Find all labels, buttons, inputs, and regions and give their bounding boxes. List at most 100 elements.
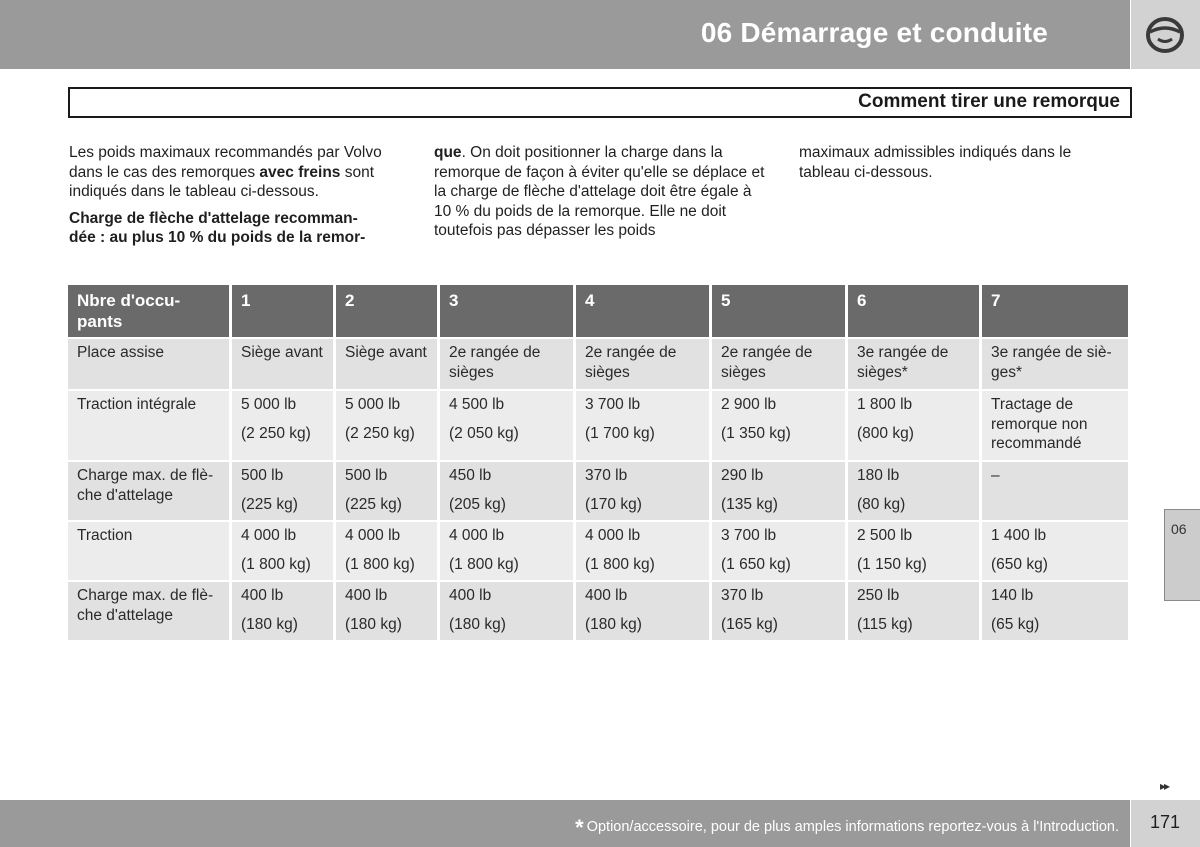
table-cell: Siège avant	[336, 339, 437, 389]
value-kg: (180 kg)	[241, 615, 298, 633]
table-cell: 370 lb (165 kg)	[712, 582, 845, 640]
chapter-side-tab[interactable]: 06	[1164, 509, 1200, 601]
column-header: Nbre d'occu- pants	[68, 285, 229, 337]
row-label: Place assise	[68, 339, 229, 389]
intro-paragraph: maximaux admissibles indiqués dans le ta…	[799, 144, 1072, 181]
intro-paragraph: Les poids maximaux recommandés par Volvo…	[69, 143, 414, 202]
footnote-star: *	[575, 815, 584, 840]
towing-weights-table: Nbre d'occu- pants 1 2 3 4 5 6 7 Place a…	[65, 283, 1131, 642]
not-recommended-text: Tractage de remorque non recommandé	[991, 396, 1088, 452]
value-lb: 3 700 lb	[721, 527, 777, 544]
value-kg: (165 kg)	[721, 615, 778, 633]
table-cell: 2 500 lb (1 150 kg)	[848, 522, 979, 580]
value-lb: 400 lb	[345, 587, 388, 604]
table-cell: 5 000 lb (2 250 kg)	[336, 391, 437, 460]
table-cell: 4 000 lb (1 800 kg)	[440, 522, 573, 580]
column-header: 6	[848, 285, 979, 337]
value-kg: (650 kg)	[991, 555, 1048, 573]
value-kg: (170 kg)	[585, 495, 642, 513]
value-kg: (1 150 kg)	[857, 555, 927, 573]
value-lb: 370 lb	[721, 587, 764, 604]
table-cell: 4 000 lb (1 800 kg)	[232, 522, 333, 580]
column-header: 5	[712, 285, 845, 337]
table-row: Traction intégrale 5 000 lb (2 250 kg) 5 …	[68, 391, 1128, 460]
intro-bold-text: que	[434, 144, 462, 161]
column-header: 2	[336, 285, 437, 337]
page-number-box: 171	[1131, 800, 1200, 847]
value-kg: (1 800 kg)	[449, 555, 519, 573]
section-title: Comment tirer une remorque	[858, 91, 1120, 112]
value-lb: 180 lb	[857, 467, 900, 484]
value-kg: (800 kg)	[857, 424, 914, 442]
value-kg: (115 kg)	[857, 615, 913, 633]
table-cell: 400 lb (180 kg)	[232, 582, 333, 640]
table-cell: 400 lb (180 kg)	[440, 582, 573, 640]
table-cell: 2e rangée de sièges	[576, 339, 709, 389]
value-lb: 500 lb	[345, 467, 388, 484]
intro-column-1: Les poids maximaux recommandés par Volvo…	[69, 143, 414, 255]
intro-text: Les poids maximaux recommandés par Volvo…	[69, 144, 382, 181]
row-label: Traction intégrale	[68, 391, 229, 460]
value-lb: 140 lb	[991, 587, 1034, 604]
table-cell: 2 900 lb (1 350 kg)	[712, 391, 845, 460]
value-kg: (1 700 kg)	[585, 424, 655, 442]
value-lb: 2 500 lb	[857, 527, 913, 544]
intro-bold-text: avec freins	[259, 163, 341, 181]
table-cell: 4 000 lb (1 800 kg)	[336, 522, 437, 580]
value-lb: 2 900 lb	[721, 396, 777, 413]
value-kg: (225 kg)	[345, 495, 402, 513]
value-lb: 5 000 lb	[241, 396, 297, 413]
table-cell: 2e rangée de sièges	[712, 339, 845, 389]
table-cell: 4 500 lb (2 050 kg)	[440, 391, 573, 460]
value-lb: 370 lb	[585, 467, 628, 484]
value-kg: (180 kg)	[345, 615, 402, 633]
value-lb: 4 000 lb	[241, 527, 297, 544]
row-label: Traction	[68, 522, 229, 580]
table-cell: 3 700 lb (1 650 kg)	[712, 522, 845, 580]
intro-text: sont indiqués dans le tableau ci-dessous…	[69, 163, 375, 201]
table-cell: 370 lb (170 kg)	[576, 462, 709, 520]
value-kg: (225 kg)	[241, 495, 298, 513]
table-cell: –	[982, 462, 1128, 520]
value-kg: (1 350 kg)	[721, 424, 791, 442]
table-row: Place assise Siège avant Siège avant 2e …	[68, 339, 1128, 389]
steering-wheel-icon	[1146, 17, 1184, 53]
footnote: * Option/accessoire, pour de plus amples …	[575, 815, 1119, 841]
chapter-header-bar: 06 Démarrage et conduite	[0, 0, 1130, 69]
table-row: Charge max. de flè- che d'attelage 400 l…	[68, 582, 1128, 640]
value-kg: (2 250 kg)	[241, 424, 311, 442]
footer-bar: * Option/accessoire, pour de plus amples …	[0, 800, 1130, 847]
intro-paragraph: que. On doit positionner la charge dans …	[434, 143, 769, 241]
table-cell: 3 700 lb (1 700 kg)	[576, 391, 709, 460]
value-kg: (180 kg)	[585, 615, 642, 633]
footnote-text: Option/accessoire, pour de plus amples i…	[586, 819, 1119, 835]
table-cell: 450 lb (205 kg)	[440, 462, 573, 520]
value-lb: 3 700 lb	[585, 396, 641, 413]
value-kg: (80 kg)	[857, 495, 906, 513]
table-cell: 500 lb (225 kg)	[336, 462, 437, 520]
table-cell: 1 400 lb (650 kg)	[982, 522, 1128, 580]
value-lb: 400 lb	[585, 587, 628, 604]
chapter-title: 06 Démarrage et conduite	[700, 17, 1048, 48]
table-cell: Siège avant	[232, 339, 333, 389]
table-cell: 250 lb (115 kg)	[848, 582, 979, 640]
intro-column-3: maximaux admissibles indiqués dans le ta…	[799, 143, 1144, 189]
value-kg: (1 650 kg)	[721, 555, 791, 573]
table-cell: 2e rangée de sièges	[440, 339, 573, 389]
table-cell: 140 lb (65 kg)	[982, 582, 1128, 640]
value-kg: (1 800 kg)	[585, 555, 655, 573]
value-kg: (1 800 kg)	[345, 555, 415, 573]
value-lb: 4 500 lb	[449, 396, 505, 413]
value-dash: –	[991, 467, 1000, 484]
section-header: Comment tirer une remorque	[68, 87, 1132, 118]
value-lb: 1 400 lb	[991, 527, 1047, 544]
table-header-row: Nbre d'occu- pants 1 2 3 4 5 6 7	[68, 285, 1128, 337]
intro-paragraph: Charge de flèche d'attelage recomman- dé…	[69, 209, 381, 248]
intro-column-2: que. On doit positionner la charge dans …	[434, 143, 779, 248]
table-cell: 3e rangée de sièges*	[848, 339, 979, 389]
value-lb: 400 lb	[449, 587, 492, 604]
value-kg: (205 kg)	[449, 495, 506, 513]
next-page-arrows-icon: ▸▸	[1160, 779, 1170, 793]
table-row: Charge max. de flè- che d'attelage 500 l…	[68, 462, 1128, 520]
value-lb: 290 lb	[721, 467, 764, 484]
